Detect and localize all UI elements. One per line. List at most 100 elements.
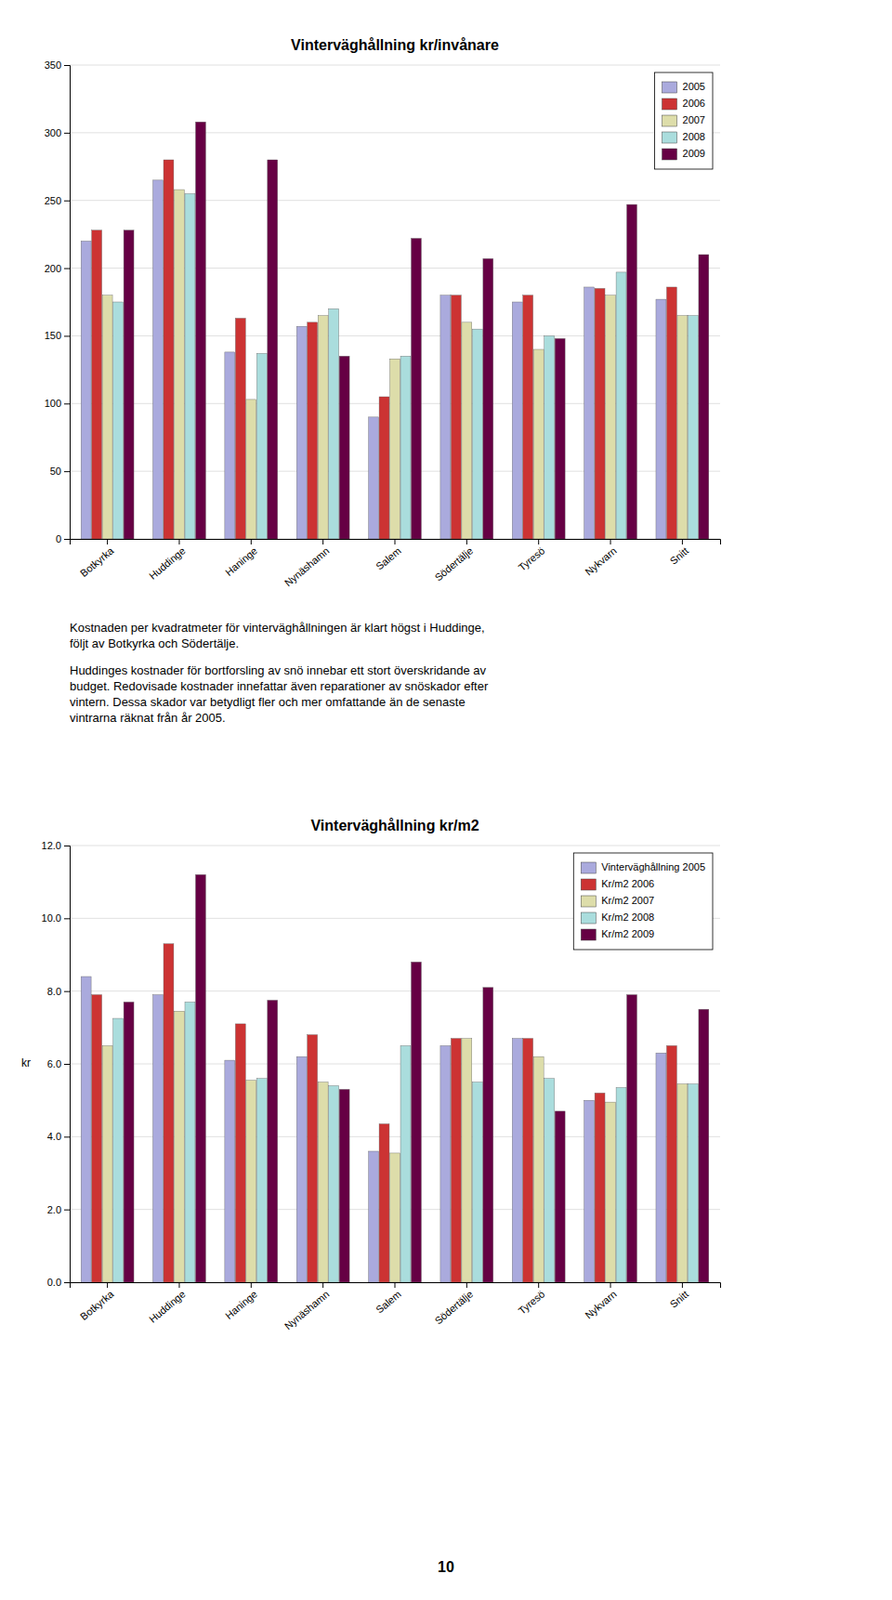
bar bbox=[605, 1101, 617, 1283]
y-tick: 350 bbox=[44, 59, 70, 71]
x-tick: Tyresö bbox=[515, 538, 547, 574]
grid-line bbox=[69, 131, 721, 133]
x-tick-label: Tyresö bbox=[515, 1287, 547, 1316]
x-tick: Salem bbox=[373, 1282, 404, 1316]
y-tick-mark bbox=[64, 132, 70, 134]
legend-swatch bbox=[580, 929, 596, 941]
x-tick-mark bbox=[322, 1282, 324, 1288]
x-tick-mark bbox=[537, 1282, 539, 1288]
bar bbox=[368, 417, 380, 539]
bar bbox=[687, 1084, 698, 1283]
y-tick-label: 250 bbox=[44, 195, 62, 207]
y-tick-label: 50 bbox=[50, 465, 62, 477]
y-tick-mark bbox=[64, 1282, 70, 1284]
y-tick: 0 bbox=[55, 533, 70, 545]
x-tick-mark bbox=[106, 1282, 108, 1288]
bar bbox=[666, 1045, 677, 1283]
y-tick: 4.0 bbox=[47, 1130, 70, 1142]
x-tick: Snitt bbox=[668, 538, 692, 567]
y-tick-label: 100 bbox=[44, 397, 62, 409]
legend-label: Kr/m2 2008 bbox=[601, 911, 655, 923]
y-tick-label: 8.0 bbox=[47, 985, 62, 997]
y-tick-label: 10.0 bbox=[41, 912, 62, 924]
legend-label: 2006 bbox=[682, 97, 706, 109]
bar bbox=[328, 1086, 340, 1284]
x-tick-label: Nynäshamn bbox=[282, 1287, 332, 1332]
legend-item: 2005 bbox=[662, 80, 706, 93]
bar bbox=[411, 238, 422, 539]
bar bbox=[267, 999, 278, 1283]
legend-item: 2007 bbox=[662, 114, 706, 127]
bar bbox=[440, 1045, 451, 1283]
bar bbox=[267, 159, 278, 539]
legend-label: Kr/m2 2006 bbox=[601, 878, 655, 890]
bar bbox=[224, 1060, 236, 1283]
bar bbox=[523, 295, 534, 539]
bar bbox=[317, 1082, 328, 1283]
x-tick-label: Haninge bbox=[223, 544, 260, 578]
bar bbox=[450, 1038, 461, 1283]
legend-swatch bbox=[580, 912, 596, 924]
y-tick: 6.0 bbox=[47, 1058, 70, 1070]
bar bbox=[195, 121, 206, 539]
x-tick: Nykvarn bbox=[582, 538, 619, 578]
x-tick: Salem bbox=[373, 538, 404, 573]
x-tick: Snitt bbox=[668, 1282, 692, 1311]
legend-label: Vinterväghållning 2005 bbox=[601, 861, 706, 873]
y-tick: 100 bbox=[44, 397, 70, 409]
y-tick-label: 4.0 bbox=[47, 1130, 62, 1142]
bar-series bbox=[102, 189, 688, 539]
y-tick-label: 350 bbox=[44, 59, 62, 71]
legend-swatch bbox=[580, 862, 596, 874]
x-axis: BotkyrkaHuddingeHaningeNynäshamnSalemSöd… bbox=[70, 538, 722, 589]
legend-item: Vinterväghållning 2005 bbox=[580, 861, 706, 874]
y-axis: 050100150200250300350 bbox=[44, 59, 71, 545]
bar bbox=[195, 874, 206, 1283]
x-tick-label: Nynäshamn bbox=[282, 544, 332, 589]
legend-swatch bbox=[580, 895, 596, 907]
bar bbox=[80, 976, 92, 1283]
x-tick: Huddinge bbox=[146, 538, 188, 582]
bar bbox=[307, 1035, 318, 1283]
bar bbox=[554, 1111, 565, 1283]
legend-label: 2005 bbox=[682, 80, 706, 92]
bar bbox=[677, 315, 688, 539]
y-tick-label: 0 bbox=[55, 533, 62, 545]
y-tick: 0.0 bbox=[47, 1276, 70, 1288]
x-tick-label: Nykvarn bbox=[582, 544, 619, 578]
x-tick-mark bbox=[394, 1282, 396, 1288]
x-tick-label: Huddinge bbox=[146, 1287, 188, 1325]
x-tick-mark bbox=[610, 1282, 612, 1288]
bar bbox=[113, 1018, 124, 1283]
y-tick: 8.0 bbox=[47, 985, 70, 997]
annotation: Huddinges kostnader för bortforsling av … bbox=[69, 663, 489, 725]
x-tick: Botkyrka bbox=[78, 538, 117, 579]
y-tick-mark bbox=[64, 538, 70, 540]
x-tick-mark bbox=[250, 538, 252, 545]
y-tick-label: 6.0 bbox=[47, 1058, 62, 1070]
x-tick-mark bbox=[178, 538, 180, 545]
bar bbox=[655, 299, 667, 539]
bar bbox=[483, 258, 494, 539]
legend-swatch bbox=[662, 98, 678, 110]
grid bbox=[69, 845, 721, 1283]
legend-label: Kr/m2 2009 bbox=[601, 928, 655, 940]
legend-item: 2006 bbox=[662, 97, 706, 110]
bar bbox=[627, 204, 638, 539]
bar bbox=[368, 1151, 380, 1283]
y-tick-mark bbox=[64, 471, 70, 473]
bar bbox=[483, 987, 494, 1283]
bar bbox=[102, 295, 113, 539]
bar bbox=[246, 399, 257, 539]
bar-series bbox=[123, 121, 709, 539]
y-tick-mark bbox=[64, 845, 70, 847]
bar bbox=[544, 335, 555, 539]
y-tick-mark bbox=[64, 65, 70, 66]
x-tick: Södertälje bbox=[432, 1282, 475, 1326]
bar bbox=[400, 1045, 411, 1283]
legend: Vinterväghållning 2005 Kr/m2 2006 Kr/m2 20… bbox=[573, 852, 713, 950]
bar bbox=[163, 159, 174, 539]
bar bbox=[533, 1056, 544, 1283]
bar bbox=[296, 326, 307, 539]
y-tick: 10.0 bbox=[41, 912, 70, 924]
